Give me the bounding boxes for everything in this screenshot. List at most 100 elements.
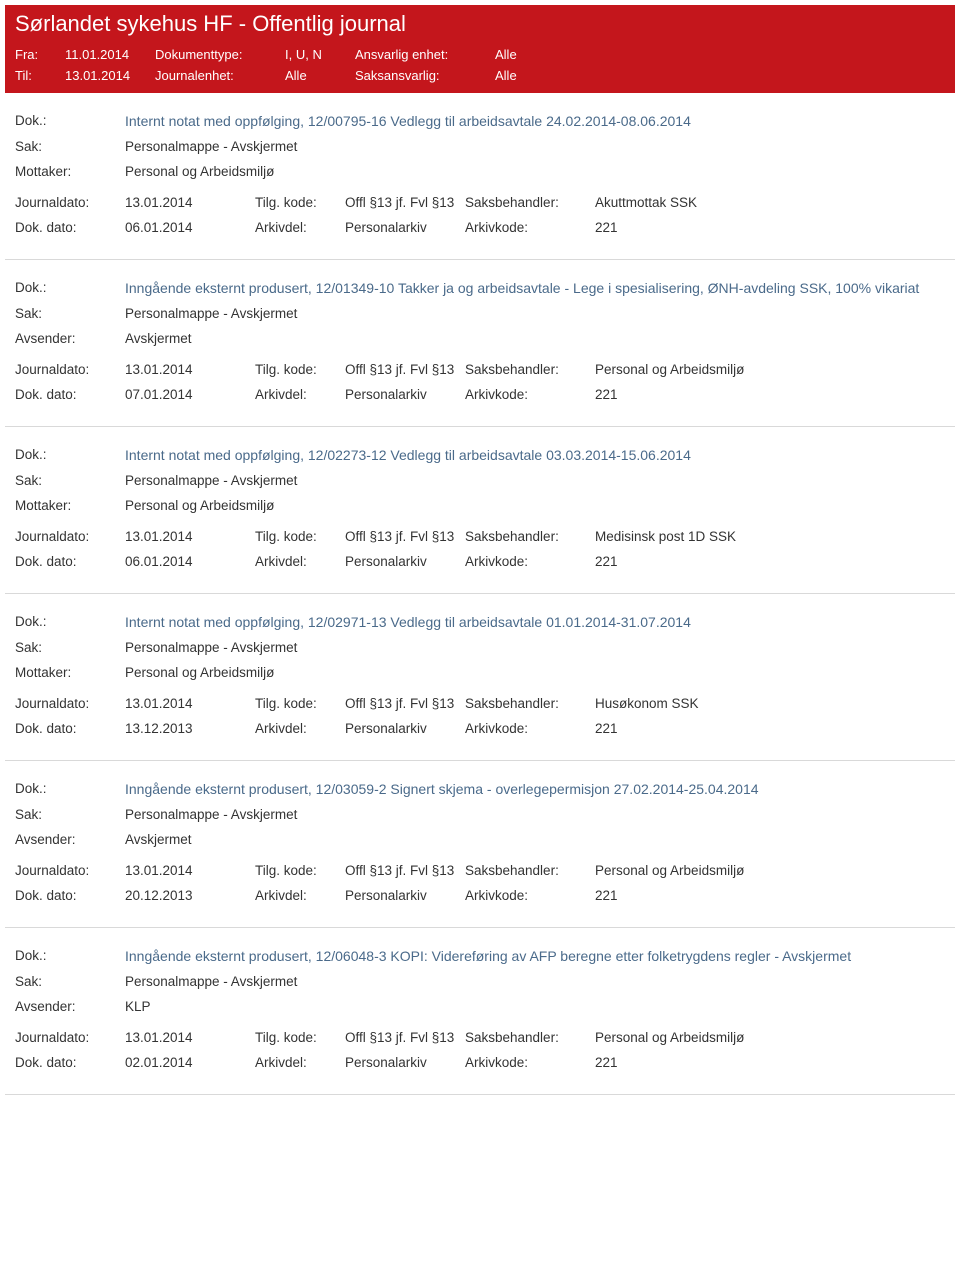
- saksbehandler-label: Saksbehandler:: [465, 863, 595, 878]
- journaldato-value: 13.01.2014: [125, 863, 255, 878]
- dok-label: Dok.:: [15, 113, 125, 129]
- sak-label: Sak:: [15, 807, 125, 822]
- dok-value: Inngående eksternt produsert, 12/06048-3…: [125, 948, 945, 964]
- sak-value: Personalmappe - Avskjermet: [125, 139, 945, 154]
- dokdato-label: Dok. dato:: [15, 554, 125, 569]
- journal-entry: Dok.: Internt notat med oppfølging, 12/0…: [5, 93, 955, 260]
- dok-value: Internt notat med oppfølging, 12/00795-1…: [125, 113, 945, 129]
- dokdato-label: Dok. dato:: [15, 1055, 125, 1070]
- saksbehandler-value: Akuttmottak SSK: [595, 195, 945, 210]
- fra-value: 11.01.2014: [65, 47, 155, 62]
- saksbehandler-value: Personal og Arbeidsmiljø: [595, 863, 945, 878]
- saksbehandler-value: Personal og Arbeidsmiljø: [595, 362, 945, 377]
- doktype-label: Dokumenttype:: [155, 47, 285, 62]
- party-label: Mottaker:: [15, 498, 125, 513]
- saksansvarlig-label: Saksansvarlig:: [355, 68, 495, 83]
- tilgkode-label: Tilg. kode:: [255, 696, 345, 711]
- tilgkode-label: Tilg. kode:: [255, 529, 345, 544]
- sak-value: Personalmappe - Avskjermet: [125, 473, 945, 488]
- journaldato-value: 13.01.2014: [125, 195, 255, 210]
- arkivdel-label: Arkivdel:: [255, 1055, 345, 1070]
- dokdato-value: 07.01.2014: [125, 387, 255, 402]
- arkivkode-label: Arkivkode:: [465, 888, 595, 903]
- saksbehandler-label: Saksbehandler:: [465, 696, 595, 711]
- journaldato-label: Journaldato:: [15, 863, 125, 878]
- party-value: KLP: [125, 999, 945, 1014]
- arkivdel-label: Arkivdel:: [255, 554, 345, 569]
- sak-label: Sak:: [15, 306, 125, 321]
- dok-value: Internt notat med oppfølging, 12/02273-1…: [125, 447, 945, 463]
- party-label: Mottaker:: [15, 665, 125, 680]
- dok-label: Dok.:: [15, 781, 125, 797]
- report-header: Sørlandet sykehus HF - Offentlig journal…: [5, 5, 955, 93]
- journalenhet-value: Alle: [285, 68, 355, 83]
- party-value: Personal og Arbeidsmiljø: [125, 665, 945, 680]
- arkivkode-value: 221: [595, 721, 945, 736]
- arkivkode-label: Arkivkode:: [465, 220, 595, 235]
- journaldato-value: 13.01.2014: [125, 529, 255, 544]
- sak-label: Sak:: [15, 974, 125, 989]
- arkivkode-label: Arkivkode:: [465, 387, 595, 402]
- journal-entry: Dok.: Inngående eksternt produsert, 12/0…: [5, 928, 955, 1095]
- tilgkode-label: Tilg. kode:: [255, 863, 345, 878]
- dok-label: Dok.:: [15, 447, 125, 463]
- journal-entry: Dok.: Inngående eksternt produsert, 12/0…: [5, 761, 955, 928]
- dokdato-value: 06.01.2014: [125, 554, 255, 569]
- party-label: Avsender:: [15, 832, 125, 847]
- arkivkode-label: Arkivkode:: [465, 554, 595, 569]
- entries-container: Dok.: Internt notat med oppfølging, 12/0…: [0, 93, 960, 1095]
- report-title: Sørlandet sykehus HF - Offentlig journal: [15, 9, 945, 37]
- til-value: 13.01.2014: [65, 68, 155, 83]
- arkivkode-value: 221: [595, 1055, 945, 1070]
- header-meta-grid: Fra: 11.01.2014 Dokumenttype: I, U, N An…: [15, 47, 945, 83]
- arkivdel-value: Personalarkiv: [345, 220, 465, 235]
- ansvarlig-label: Ansvarlig enhet:: [355, 47, 495, 62]
- ansvarlig-value: Alle: [495, 47, 615, 62]
- dokdato-value: 20.12.2013: [125, 888, 255, 903]
- tilgkode-label: Tilg. kode:: [255, 1030, 345, 1045]
- dok-label: Dok.:: [15, 280, 125, 296]
- arkivkode-label: Arkivkode:: [465, 721, 595, 736]
- journaldato-label: Journaldato:: [15, 696, 125, 711]
- dokdato-value: 06.01.2014: [125, 220, 255, 235]
- dok-label: Dok.:: [15, 948, 125, 964]
- dokdato-label: Dok. dato:: [15, 888, 125, 903]
- saksbehandler-value: Medisinsk post 1D SSK: [595, 529, 945, 544]
- sak-value: Personalmappe - Avskjermet: [125, 807, 945, 822]
- party-label: Avsender:: [15, 999, 125, 1014]
- arkivdel-label: Arkivdel:: [255, 888, 345, 903]
- dok-value: Inngående eksternt produsert, 12/03059-2…: [125, 781, 945, 797]
- sak-label: Sak:: [15, 473, 125, 488]
- arkivkode-value: 221: [595, 387, 945, 402]
- dok-value: Inngående eksternt produsert, 12/01349-1…: [125, 280, 945, 296]
- journal-entry: Dok.: Internt notat med oppfølging, 12/0…: [5, 594, 955, 761]
- journal-entry: Dok.: Inngående eksternt produsert, 12/0…: [5, 260, 955, 427]
- sak-value: Personalmappe - Avskjermet: [125, 640, 945, 655]
- dok-label: Dok.:: [15, 614, 125, 630]
- journaldato-value: 13.01.2014: [125, 362, 255, 377]
- tilgkode-value: Offl §13 jf. Fvl §13: [345, 696, 465, 711]
- dokdato-label: Dok. dato:: [15, 387, 125, 402]
- journaldato-value: 13.01.2014: [125, 1030, 255, 1045]
- arkivdel-value: Personalarkiv: [345, 888, 465, 903]
- sak-label: Sak:: [15, 640, 125, 655]
- arkivdel-label: Arkivdel:: [255, 387, 345, 402]
- saksbehandler-label: Saksbehandler:: [465, 362, 595, 377]
- doktype-value: I, U, N: [285, 47, 355, 62]
- saksbehandler-label: Saksbehandler:: [465, 1030, 595, 1045]
- arkivkode-value: 221: [595, 554, 945, 569]
- journaldato-label: Journaldato:: [15, 195, 125, 210]
- party-value: Personal og Arbeidsmiljø: [125, 164, 945, 179]
- tilgkode-value: Offl §13 jf. Fvl §13: [345, 863, 465, 878]
- party-value: Personal og Arbeidsmiljø: [125, 498, 945, 513]
- tilgkode-label: Tilg. kode:: [255, 195, 345, 210]
- tilgkode-value: Offl §13 jf. Fvl §13: [345, 195, 465, 210]
- sak-label: Sak:: [15, 139, 125, 154]
- dokdato-label: Dok. dato:: [15, 220, 125, 235]
- tilgkode-value: Offl §13 jf. Fvl §13: [345, 1030, 465, 1045]
- journaldato-label: Journaldato:: [15, 362, 125, 377]
- arkivdel-label: Arkivdel:: [255, 721, 345, 736]
- saksbehandler-label: Saksbehandler:: [465, 529, 595, 544]
- arkivdel-value: Personalarkiv: [345, 554, 465, 569]
- saksbehandler-value: Husøkonom SSK: [595, 696, 945, 711]
